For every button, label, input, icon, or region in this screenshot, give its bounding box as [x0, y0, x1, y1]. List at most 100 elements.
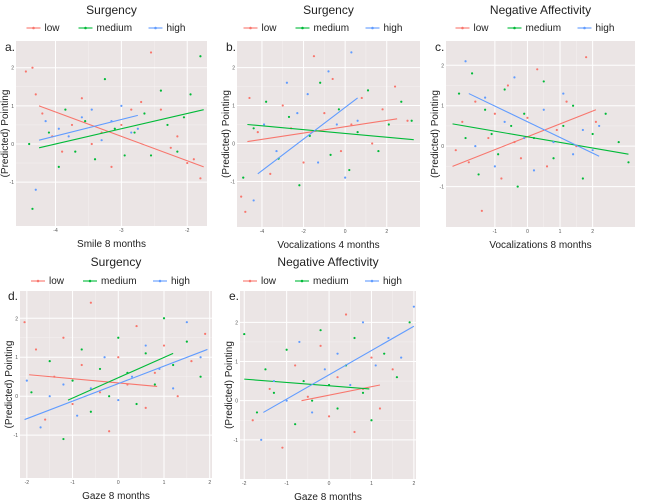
- data-point-low: [294, 364, 297, 367]
- data-point-medium: [348, 168, 351, 172]
- data-point-medium: [356, 131, 359, 134]
- x-tick-label: -4: [260, 229, 265, 235]
- data-point-low: [149, 51, 153, 54]
- y-tick-label: -1: [234, 438, 239, 444]
- data-point-high: [323, 368, 326, 371]
- data-point-medium: [108, 395, 111, 398]
- data-point-low: [391, 368, 394, 371]
- data-point-high: [275, 149, 278, 153]
- data-point-medium: [464, 136, 467, 140]
- data-point-high: [484, 96, 487, 99]
- data-point-low: [169, 146, 172, 149]
- data-point-low: [108, 430, 111, 433]
- data-point-high: [374, 364, 377, 367]
- data-point-high: [199, 356, 202, 359]
- data-point-high: [296, 112, 299, 115]
- data-point-low: [323, 112, 326, 115]
- data-point-medium: [457, 92, 461, 95]
- data-point-medium: [302, 379, 305, 383]
- x-axis-title: Gaze 8 months: [82, 491, 150, 502]
- legend-label: high: [171, 276, 190, 287]
- data-point-high: [130, 375, 134, 378]
- data-point-low: [23, 321, 26, 324]
- data-point-low: [281, 446, 284, 449]
- data-point-high: [356, 119, 359, 122]
- y-tick-label: -1: [14, 433, 19, 439]
- data-point-medium: [74, 150, 77, 153]
- data-point-low: [117, 356, 120, 359]
- data-point-medium: [242, 176, 245, 179]
- x-axis-title: Smile 8 months: [77, 239, 146, 250]
- data-point-low: [370, 356, 373, 359]
- x-axis-title: Gaze 8 months: [294, 492, 362, 503]
- x-tick-label: 1: [163, 480, 166, 486]
- panel-2: -4 -2 0 2 -1 0 1 2 Surgency b. low medium high Vocali…: [221, 3, 420, 251]
- data-point-high: [260, 438, 263, 441]
- legend-item-medium: medium: [78, 23, 132, 34]
- data-point-low: [31, 66, 34, 69]
- fit-line-medium: [452, 123, 629, 155]
- x-tick-label: 0: [328, 481, 331, 487]
- data-point-high: [67, 135, 70, 138]
- data-point-medium: [510, 124, 513, 128]
- data-point-medium: [477, 173, 480, 176]
- data-point-medium: [31, 207, 34, 210]
- data-point-high: [542, 108, 545, 111]
- data-point-medium: [542, 80, 545, 83]
- legend-key-point: [88, 279, 92, 283]
- x-tick-label: -1: [284, 481, 289, 487]
- legend-item-high: high: [365, 276, 402, 287]
- data-point-high: [117, 398, 120, 402]
- data-point-low: [319, 344, 322, 347]
- legend-label: low: [45, 23, 61, 34]
- data-point-high: [513, 76, 516, 79]
- data-point-high: [80, 116, 83, 119]
- data-point-high: [503, 120, 506, 123]
- fit-line-medium: [67, 352, 174, 401]
- fit-line-medium: [244, 378, 370, 390]
- data-point-medium: [185, 340, 188, 343]
- data-point-medium: [287, 115, 291, 119]
- data-point-low: [244, 210, 247, 213]
- data-point-medium: [71, 379, 74, 382]
- y-tick-label: 1: [441, 104, 444, 110]
- data-point-medium: [571, 104, 575, 107]
- data-point-medium: [265, 100, 268, 103]
- data-point-high: [349, 383, 352, 387]
- data-point-medium: [310, 399, 314, 402]
- data-point-medium: [252, 127, 255, 130]
- data-point-low: [302, 161, 305, 164]
- data-point-low: [281, 104, 284, 107]
- data-point-high: [120, 104, 123, 107]
- data-point-medium: [28, 142, 31, 146]
- fit-line-high: [263, 325, 415, 413]
- data-point-low: [186, 161, 189, 165]
- data-point-medium: [133, 131, 136, 134]
- data-point-high: [272, 379, 276, 383]
- panel-label: a.: [5, 40, 15, 54]
- data-point-high: [298, 340, 301, 344]
- y-tick-label: 2: [441, 63, 444, 69]
- data-point-low: [159, 108, 162, 111]
- data-point-low: [467, 161, 470, 164]
- data-point-low: [565, 100, 568, 103]
- data-point-low: [336, 376, 339, 379]
- x-tick-label: -1: [70, 480, 75, 486]
- data-point-low: [506, 84, 510, 87]
- plot-background: [446, 41, 635, 227]
- legend-item-high: high: [365, 23, 402, 34]
- legend-label: low: [49, 276, 65, 287]
- data-point-low: [256, 131, 259, 134]
- data-point-medium: [47, 131, 51, 134]
- data-point-high: [350, 51, 353, 54]
- x-tick-label: 1: [559, 229, 562, 235]
- data-point-high: [327, 70, 330, 73]
- data-point-high: [361, 321, 365, 324]
- data-point-low: [493, 112, 496, 115]
- legend-key-point: [301, 26, 304, 30]
- data-point-medium: [581, 177, 584, 180]
- legend-item-low: low: [455, 23, 489, 34]
- data-point-medium: [117, 336, 120, 339]
- data-point-medium: [294, 423, 297, 426]
- data-point-low: [480, 209, 483, 212]
